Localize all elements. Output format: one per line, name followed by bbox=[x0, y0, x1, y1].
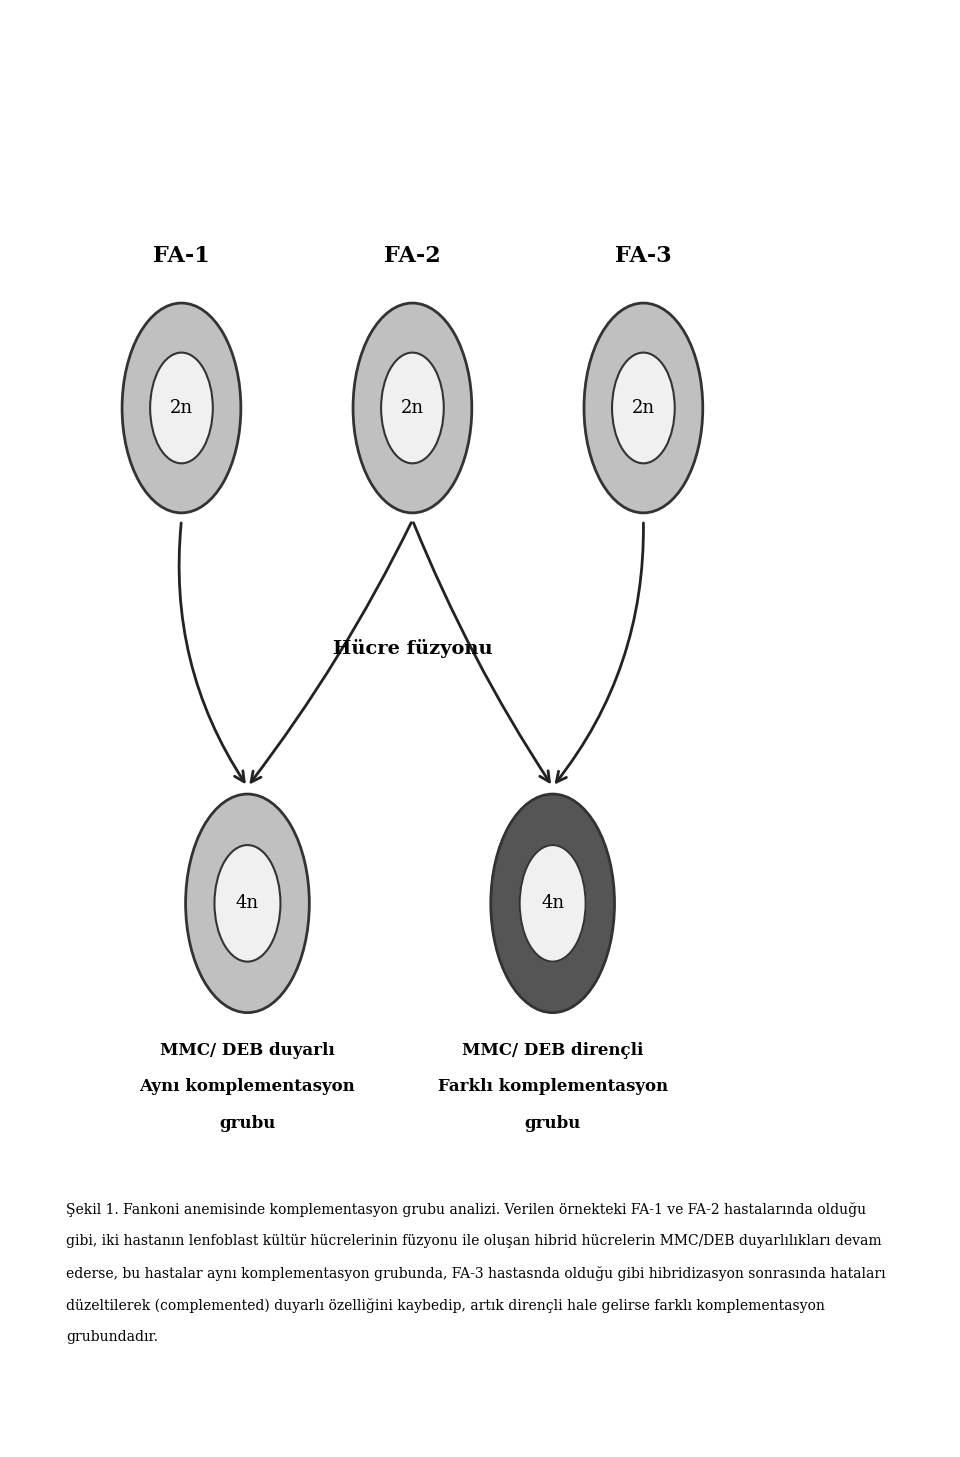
Text: ederse, bu hastalar aynı komplementasyon grubunda, FA-3 hastasnda olduğu gibi hi: ederse, bu hastalar aynı komplementasyon… bbox=[66, 1266, 886, 1281]
Circle shape bbox=[584, 303, 703, 513]
Circle shape bbox=[214, 845, 280, 962]
Text: grubu: grubu bbox=[219, 1115, 276, 1132]
Circle shape bbox=[381, 353, 444, 463]
Text: 4n: 4n bbox=[236, 895, 259, 912]
Circle shape bbox=[612, 353, 675, 463]
Text: FA-2: FA-2 bbox=[384, 245, 441, 267]
Text: FA-3: FA-3 bbox=[615, 245, 672, 267]
Circle shape bbox=[122, 303, 241, 513]
Text: 2n: 2n bbox=[401, 399, 424, 417]
Text: Farklı komplementasyon: Farklı komplementasyon bbox=[438, 1078, 668, 1096]
Text: Aynı komplementasyon: Aynı komplementasyon bbox=[139, 1078, 355, 1096]
Text: grubu: grubu bbox=[524, 1115, 581, 1132]
Text: 2n: 2n bbox=[632, 399, 655, 417]
Text: gibi, iki hastanın lenfoblast kültür hücrelerinin füzyonu ile oluşan hibrid hücr: gibi, iki hastanın lenfoblast kültür hüc… bbox=[66, 1234, 881, 1249]
Text: FA-1: FA-1 bbox=[153, 245, 210, 267]
Text: MMC/ DEB dirençli: MMC/ DEB dirençli bbox=[462, 1042, 643, 1059]
Text: 4n: 4n bbox=[541, 895, 564, 912]
Circle shape bbox=[491, 794, 614, 1013]
Circle shape bbox=[185, 794, 309, 1013]
Text: 2n: 2n bbox=[170, 399, 193, 417]
Text: MMC/ DEB duyarlı: MMC/ DEB duyarlı bbox=[160, 1042, 335, 1059]
Text: düzeltilerek (complemented) duyarlı özelliğini kaybedip, artık dirençli hale gel: düzeltilerek (complemented) duyarlı özel… bbox=[66, 1298, 825, 1313]
Text: grubundadır.: grubundadır. bbox=[66, 1330, 158, 1345]
Circle shape bbox=[150, 353, 213, 463]
Circle shape bbox=[353, 303, 471, 513]
Text: Hücre füzyonu: Hücre füzyonu bbox=[332, 638, 492, 659]
Circle shape bbox=[519, 845, 586, 962]
Text: Şekil 1. Fankoni anemisinde komplementasyon grubu analizi. Verilen örnekteki FA-: Şekil 1. Fankoni anemisinde komplementas… bbox=[66, 1202, 866, 1217]
